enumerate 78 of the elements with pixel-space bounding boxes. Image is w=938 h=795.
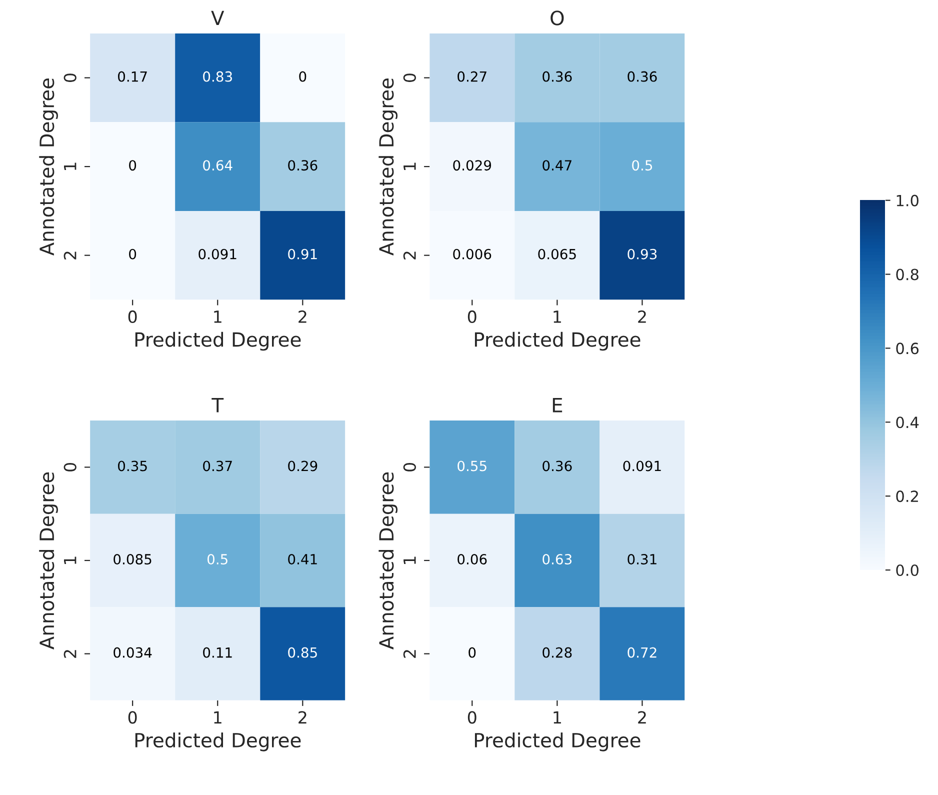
data-label: 0.72 bbox=[628, 647, 656, 658]
data-label: 0.091 bbox=[623, 460, 661, 472]
data-label: 0.63 bbox=[542, 554, 572, 565]
x-tick-label: 1 bbox=[554, 711, 561, 724]
data-label: 0 bbox=[299, 71, 306, 82]
color-bar-label: 0.4 bbox=[896, 416, 919, 428]
color-bar-label: 0.6 bbox=[896, 342, 919, 354]
data-label: 0 bbox=[129, 160, 136, 171]
data-label: 0.36 bbox=[542, 71, 572, 82]
data-label: 0.36 bbox=[628, 71, 657, 82]
data-label: 0.029 bbox=[453, 160, 492, 171]
y-tick-label: 0 bbox=[64, 74, 76, 82]
x-axis-title: Predicted Degree bbox=[135, 332, 301, 351]
data-label: 0.091 bbox=[198, 248, 236, 260]
data-label: 0.27 bbox=[458, 71, 486, 82]
y-axis-title: Annotated Degree bbox=[39, 472, 58, 650]
color-bar-label: 1.0 bbox=[896, 194, 918, 206]
data-label: 0.28 bbox=[542, 647, 572, 658]
data-label: 0.11 bbox=[203, 647, 232, 658]
x-tick-label: 0 bbox=[468, 711, 476, 724]
x-tick-label: 1 bbox=[214, 711, 222, 724]
chart-title: E bbox=[552, 398, 562, 412]
data-label: 0.47 bbox=[542, 160, 572, 171]
chart-title: T bbox=[212, 398, 224, 412]
x-tick-label: 2 bbox=[298, 310, 306, 323]
data-label: 0.36 bbox=[288, 160, 318, 171]
y-axis-title: Annotated Degree bbox=[378, 78, 398, 256]
data-label: 0.93 bbox=[628, 248, 657, 260]
y-tick-label: 1 bbox=[404, 556, 416, 564]
data-label: 0.31 bbox=[628, 554, 656, 565]
data-label: 0.034 bbox=[114, 647, 152, 658]
color-bar-label: 0.0 bbox=[896, 564, 918, 576]
data-label: 0.64 bbox=[203, 160, 232, 171]
data-label: 0.37 bbox=[203, 460, 232, 472]
y-tick-label: 2 bbox=[403, 252, 416, 260]
y-axis-title: Annotated Degree bbox=[39, 78, 58, 256]
x-tick-label: 0 bbox=[128, 711, 137, 724]
y-tick-label: 2 bbox=[64, 252, 76, 260]
data-label: 0 bbox=[129, 248, 136, 260]
x-tick-label: 1 bbox=[214, 310, 222, 323]
chart-title: O bbox=[550, 10, 564, 26]
y-tick-label: 0 bbox=[403, 463, 416, 472]
data-label: 0.55 bbox=[458, 460, 486, 472]
color-bar-label: 0.2 bbox=[896, 490, 918, 502]
color-bar-label: 0.8 bbox=[896, 268, 918, 280]
data-label: 0.83 bbox=[203, 71, 232, 82]
data-label: 0.41 bbox=[288, 554, 317, 565]
data-label: 0.06 bbox=[458, 554, 487, 565]
y-axis-title: Annotated Degree bbox=[378, 472, 398, 650]
y-tick-label: 2 bbox=[403, 650, 416, 658]
x-axis-title: Predicted Degree bbox=[474, 332, 640, 351]
x-tick-label: 2 bbox=[638, 310, 646, 323]
x-tick-label: 2 bbox=[298, 711, 306, 724]
x-tick-label: 0 bbox=[468, 310, 476, 324]
x-axis-title: Predicted Degree bbox=[135, 732, 301, 752]
data-label: 0.91 bbox=[288, 248, 317, 260]
data-label: 0.29 bbox=[288, 460, 318, 472]
data-label: 0.35 bbox=[118, 460, 147, 472]
data-label: 0.5 bbox=[207, 554, 228, 565]
data-label: 0.065 bbox=[538, 248, 576, 260]
data-label: 0.36 bbox=[542, 460, 572, 472]
y-tick-label: 1 bbox=[64, 556, 76, 564]
x-axis-title: Predicted Degree bbox=[474, 732, 640, 752]
data-label: 0.17 bbox=[118, 71, 147, 82]
chart-title: V bbox=[211, 10, 224, 26]
y-tick-label: 1 bbox=[404, 162, 416, 170]
y-tick-label: 0 bbox=[64, 463, 76, 472]
y-tick-label: 2 bbox=[64, 650, 76, 658]
data-label: 0.85 bbox=[288, 647, 317, 658]
x-tick-label: 1 bbox=[554, 310, 561, 323]
y-tick-label: 1 bbox=[64, 162, 76, 170]
x-tick-label: 2 bbox=[638, 711, 646, 724]
y-tick-label: 0 bbox=[403, 74, 416, 82]
data-label: 0.085 bbox=[114, 554, 152, 565]
data-label: 0.5 bbox=[632, 160, 652, 171]
data-label: 0 bbox=[468, 647, 476, 658]
x-tick-label: 0 bbox=[128, 310, 137, 324]
data-label: 0.006 bbox=[453, 248, 492, 260]
